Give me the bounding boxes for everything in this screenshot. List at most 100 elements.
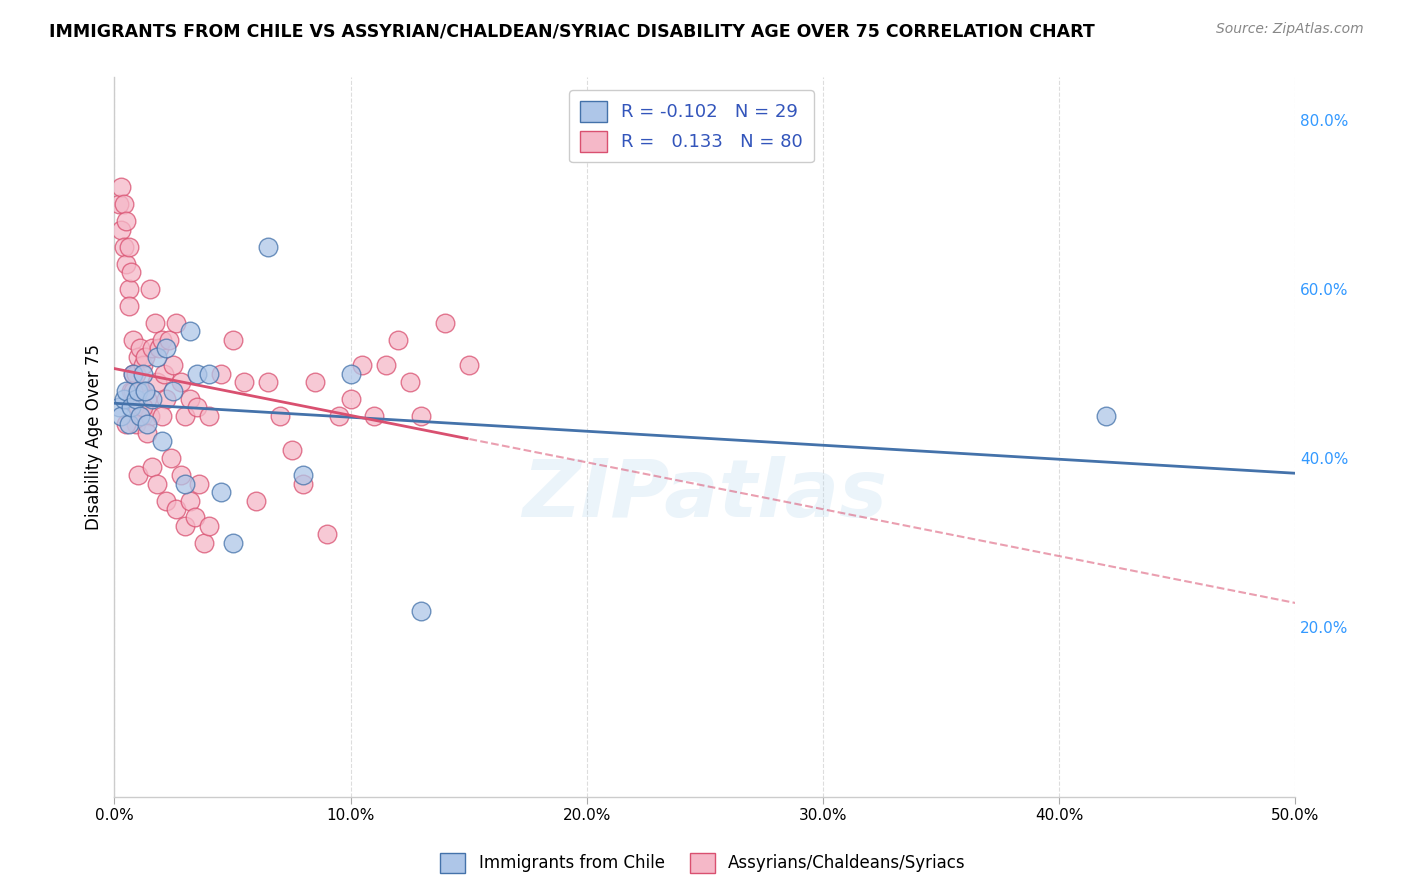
Point (162, 358, 184, 372)
Point (179, 493, 201, 508)
Text: IMMIGRANTS FROM CHILE VS ASSYRIAN/CHALDEAN/SYRIAC DISABILITY AGE OVER 75 CORRELA: IMMIGRANTS FROM CHILE VS ASSYRIAN/CHALDE… (49, 22, 1095, 40)
Point (316, 527, 339, 541)
Point (112, 197, 135, 211)
Point (146, 375, 169, 389)
Point (127, 384, 149, 398)
Point (127, 401, 149, 415)
Point (209, 367, 232, 381)
Point (139, 409, 162, 423)
Point (155, 341, 177, 355)
Point (179, 324, 201, 338)
Legend: Immigrants from Chile, Assyrians/Chaldeans/Syriacs: Immigrants from Chile, Assyrians/Chaldea… (433, 847, 973, 880)
Point (328, 409, 350, 423)
Point (174, 476, 197, 491)
Point (117, 299, 139, 313)
Point (134, 384, 156, 398)
Point (221, 536, 243, 550)
Point (457, 358, 479, 372)
Point (209, 485, 232, 500)
Point (110, 180, 132, 194)
Point (179, 392, 201, 406)
Point (174, 519, 197, 533)
Point (132, 409, 155, 423)
Point (115, 257, 138, 271)
Point (157, 333, 180, 347)
Point (132, 358, 155, 372)
Point (292, 476, 315, 491)
Point (141, 459, 163, 474)
Point (411, 409, 433, 423)
Point (129, 409, 152, 423)
Point (124, 367, 146, 381)
Point (124, 417, 146, 432)
Point (136, 392, 159, 406)
Point (117, 417, 139, 432)
Point (108, 197, 131, 211)
Point (198, 409, 221, 423)
Point (387, 333, 409, 347)
Point (120, 265, 142, 279)
Point (155, 493, 177, 508)
Point (155, 392, 177, 406)
Point (292, 468, 315, 483)
Point (186, 367, 208, 381)
Point (115, 417, 138, 432)
Legend: R = -0.102   N = 29, R =   0.133   N = 80: R = -0.102 N = 29, R = 0.133 N = 80 (569, 90, 814, 162)
Point (160, 451, 183, 466)
Point (363, 409, 385, 423)
Point (136, 425, 159, 440)
Point (132, 367, 155, 381)
Point (150, 434, 173, 449)
Point (146, 350, 169, 364)
Point (143, 316, 166, 330)
Point (198, 519, 221, 533)
Point (148, 341, 170, 355)
Point (124, 392, 146, 406)
Point (169, 468, 191, 483)
Point (132, 401, 155, 415)
Point (198, 367, 221, 381)
Point (375, 358, 398, 372)
Point (398, 375, 420, 389)
Point (162, 384, 184, 398)
Point (141, 392, 163, 406)
Point (188, 476, 211, 491)
Y-axis label: Disability Age Over 75: Disability Age Over 75 (86, 344, 103, 530)
Point (127, 468, 149, 483)
Point (193, 536, 215, 550)
Point (339, 392, 361, 406)
Point (134, 384, 156, 398)
Point (115, 384, 138, 398)
Point (280, 442, 302, 457)
Point (115, 214, 138, 228)
Point (150, 333, 173, 347)
Point (153, 367, 176, 381)
Point (120, 384, 142, 398)
Point (129, 341, 152, 355)
Point (117, 282, 139, 296)
Point (110, 223, 132, 237)
Point (174, 409, 197, 423)
Point (186, 401, 208, 415)
Point (169, 375, 191, 389)
Point (129, 384, 152, 398)
Point (352, 358, 374, 372)
Text: ZIPatlas: ZIPatlas (523, 456, 887, 533)
Point (122, 333, 145, 347)
Point (127, 350, 149, 364)
Point (233, 375, 256, 389)
Point (150, 409, 173, 423)
Point (165, 502, 187, 516)
Point (134, 350, 156, 364)
Point (221, 333, 243, 347)
Point (434, 316, 457, 330)
Point (122, 384, 145, 398)
Point (117, 240, 139, 254)
Point (1095, 409, 1118, 423)
Point (183, 510, 205, 524)
Point (245, 493, 267, 508)
Point (112, 392, 135, 406)
Point (257, 240, 280, 254)
Point (110, 409, 132, 423)
Point (122, 367, 145, 381)
